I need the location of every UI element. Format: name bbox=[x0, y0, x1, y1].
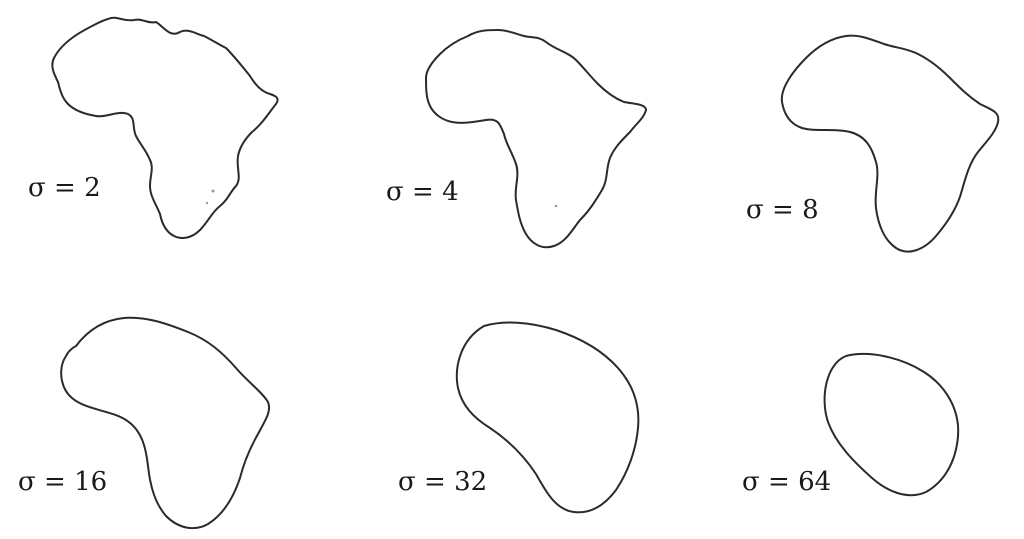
speck-mark bbox=[554, 204, 558, 208]
outline-sigma-64 bbox=[823, 353, 960, 497]
panel-sigma-32: σ = 32 bbox=[398, 321, 640, 514]
panel-label-sigma-4: σ = 4 bbox=[386, 177, 459, 207]
outline-sigma-8 bbox=[780, 34, 1000, 253]
outline-sigma-32 bbox=[455, 321, 640, 514]
panel-label-sigma-8: σ = 8 bbox=[746, 195, 819, 225]
panel-label-sigma-64: σ = 64 bbox=[742, 467, 831, 497]
panel-sigma-2: σ = 2 bbox=[28, 16, 279, 239]
panel-sigma-8: σ = 8 bbox=[746, 34, 1000, 253]
outline-sigma-2 bbox=[51, 16, 279, 239]
panel-sigma-4: σ = 4 bbox=[386, 29, 647, 249]
panel-label-sigma-32: σ = 32 bbox=[398, 467, 487, 497]
panel-sigma-64: σ = 64 bbox=[742, 353, 960, 497]
panel-label-sigma-16: σ = 16 bbox=[18, 467, 107, 497]
outline-sigma-16 bbox=[60, 316, 270, 530]
speck-mark bbox=[211, 189, 215, 193]
panel-label-sigma-2: σ = 2 bbox=[28, 173, 101, 203]
speck-mark bbox=[205, 201, 209, 205]
outline-sigma-4 bbox=[425, 29, 647, 249]
panel-sigma-16: σ = 16 bbox=[18, 316, 270, 530]
